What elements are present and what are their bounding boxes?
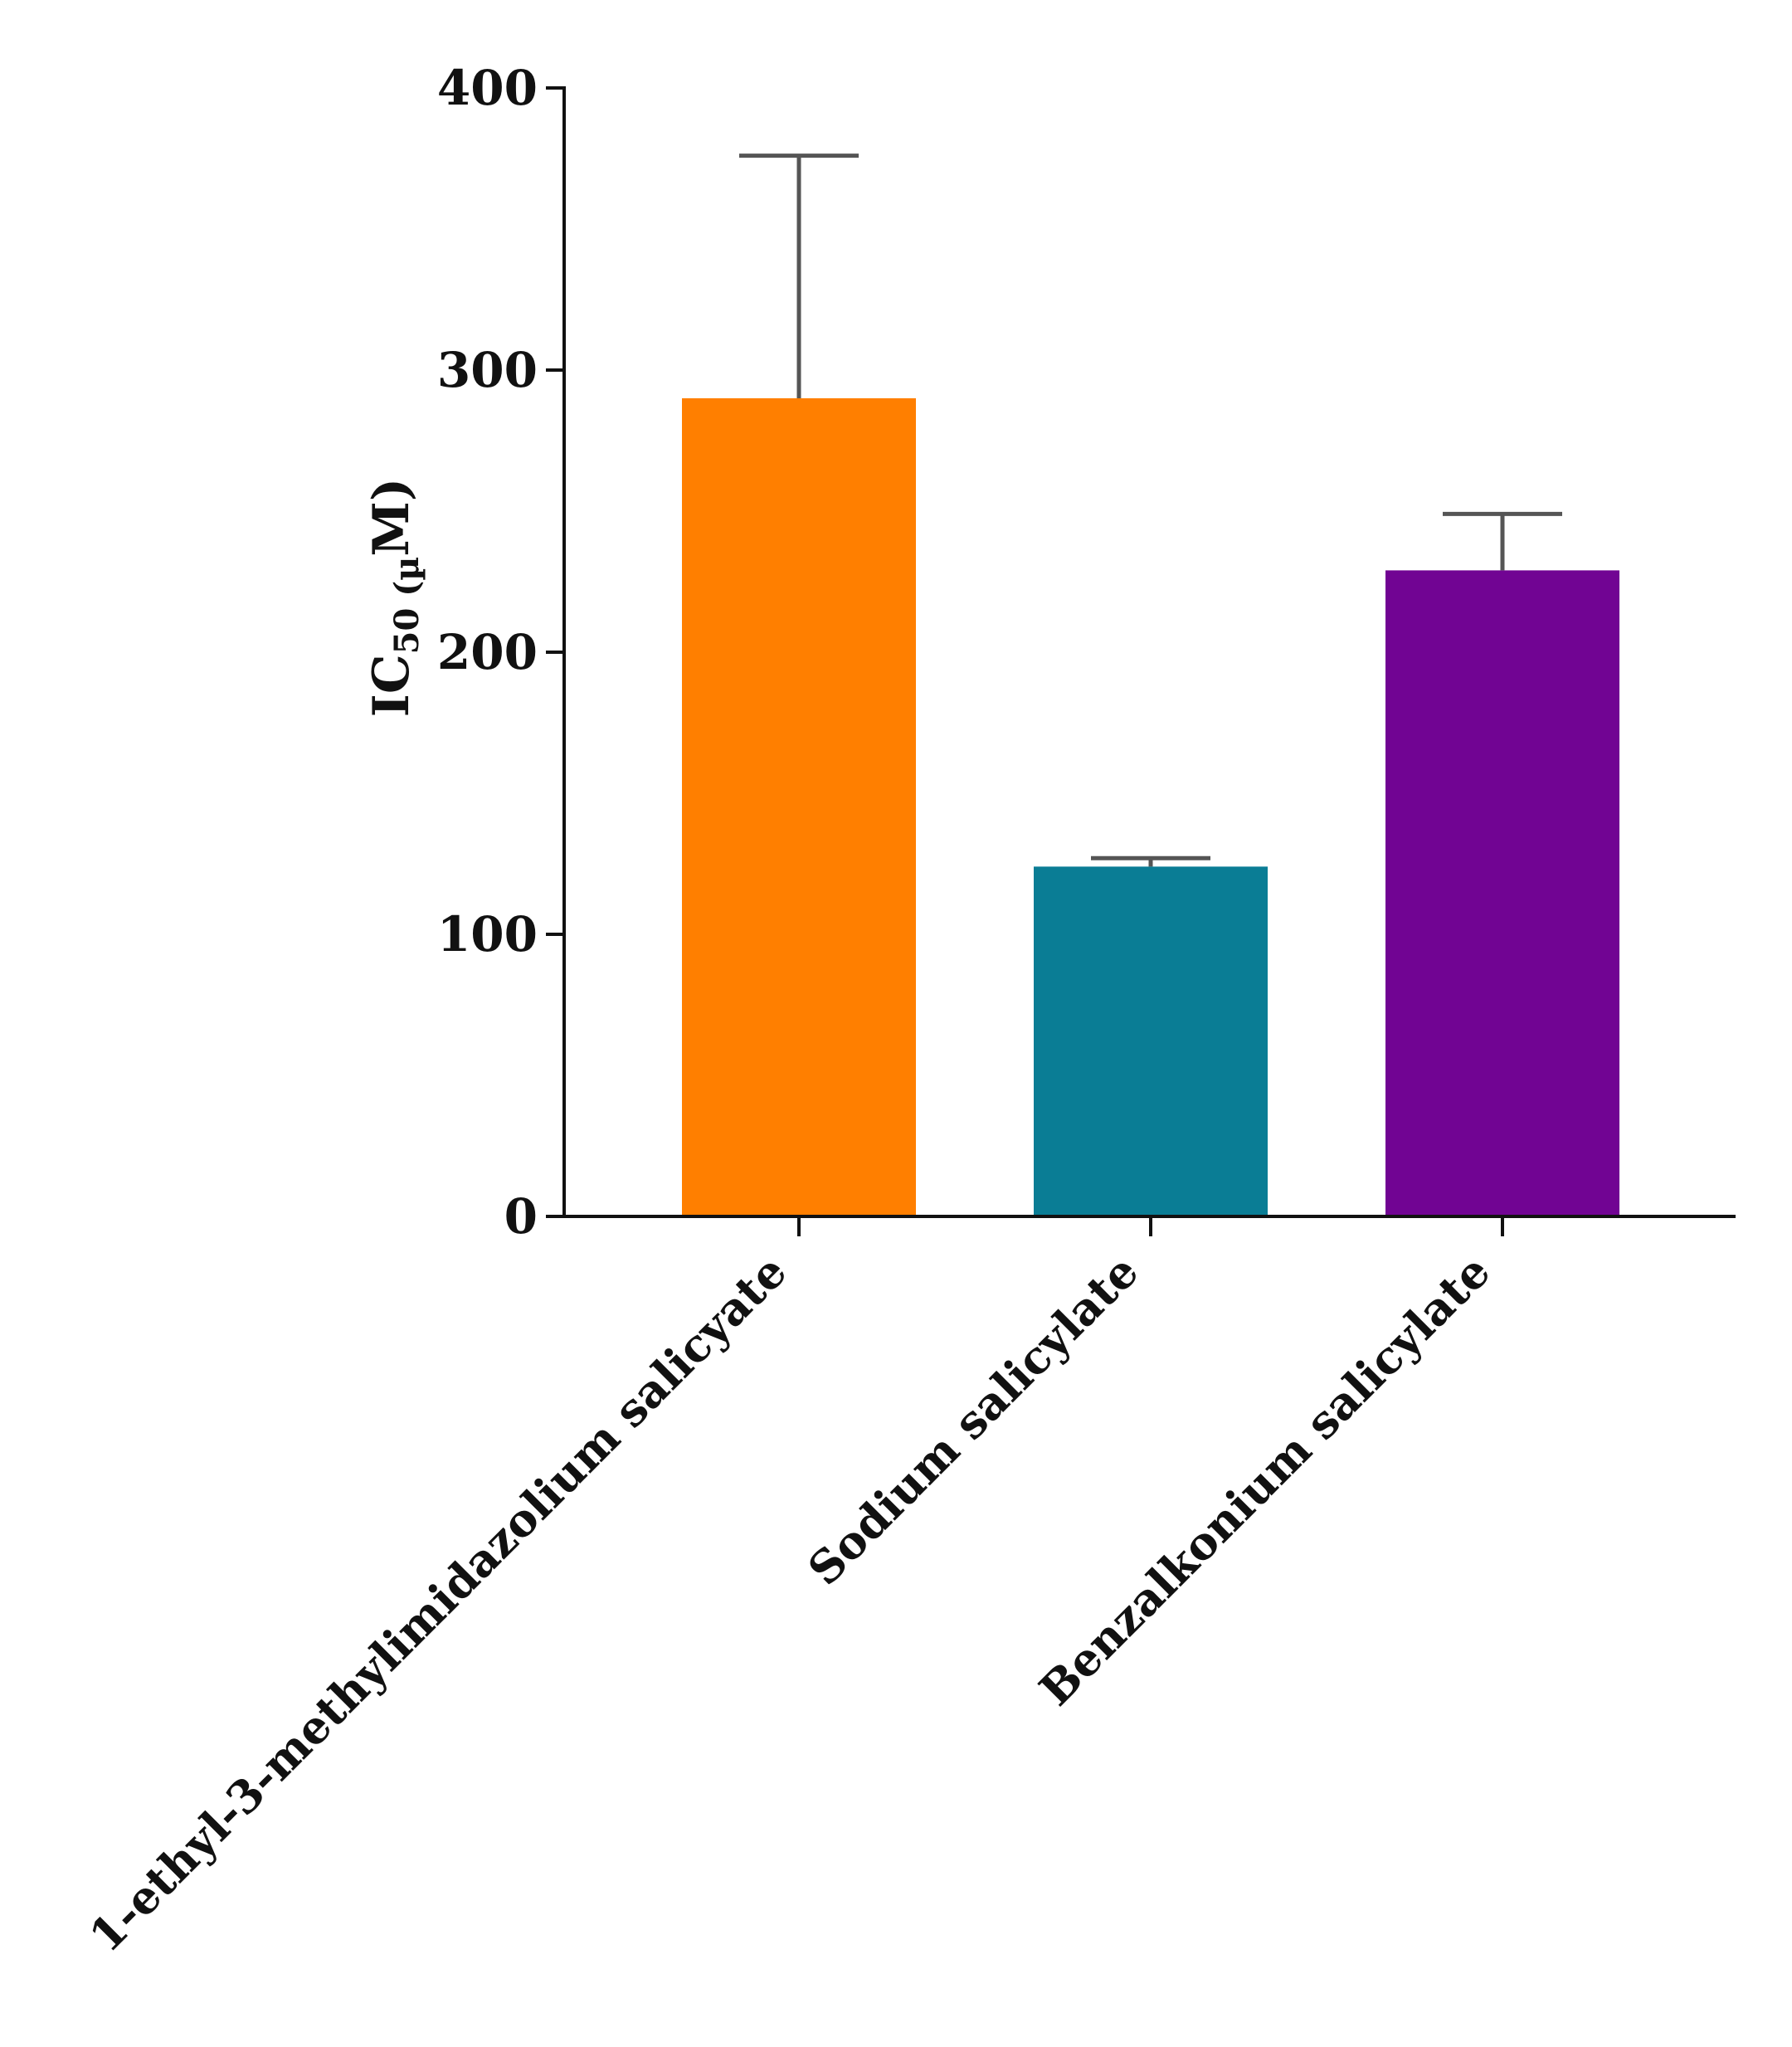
error-bars — [739, 154, 1562, 867]
y-tick-label: 100 — [437, 906, 538, 963]
bar — [682, 398, 916, 1216]
bars — [682, 398, 1619, 1216]
x-axis — [546, 1215, 1736, 1236]
y-tick-label: 300 — [437, 342, 538, 398]
x-category-label: Sodium salicylate — [797, 1245, 1148, 1596]
y-axis-title-main: IC — [363, 654, 421, 717]
category-labels: 1-ethyl-3-methylimidazolium salicyate Sod… — [79, 1245, 1500, 1962]
x-category-label: 1-ethyl-3-methylimidazolium salicyate — [79, 1245, 796, 1962]
y-tick-label: 400 — [437, 60, 538, 116]
y-axis: 0 100 200 300 400 — [437, 60, 566, 1245]
y-axis-title-subscript: 50 (µ — [387, 557, 426, 655]
y-tick-label: 0 — [504, 1188, 538, 1245]
y-tick-label: 200 — [437, 624, 538, 680]
bar — [1034, 866, 1268, 1216]
y-axis-title-tail: M) — [363, 478, 421, 557]
bar — [1385, 570, 1619, 1216]
y-axis-title: IC50 (µM) — [363, 478, 426, 717]
